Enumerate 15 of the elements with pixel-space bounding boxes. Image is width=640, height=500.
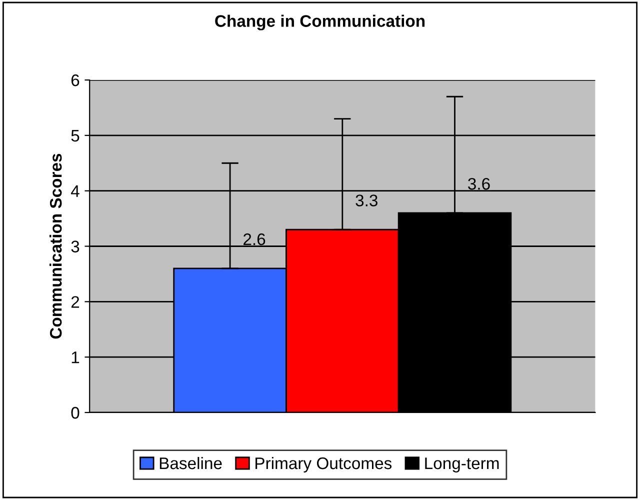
y-tick-label: 1	[72, 352, 80, 364]
data-label: 2.6	[244, 233, 266, 246]
data-label: 3.3	[356, 194, 378, 206]
y-tick-label: 6	[71, 74, 80, 86]
y-tick-label: 3	[71, 240, 80, 252]
y-tick-label: 4	[70, 185, 80, 197]
legend-label: Primary Outcomes	[256, 456, 392, 472]
data-label: 3.6	[468, 178, 490, 190]
chart-title: Change in Communication	[215, 14, 425, 30]
legend-label: Long-term	[425, 458, 499, 472]
legend-label: Baseline	[160, 456, 222, 470]
y-tick-label: 2	[71, 296, 80, 308]
y-tick-label: 5	[71, 130, 80, 142]
y-axis-title: Communication Scores	[50, 154, 62, 339]
y-tick-label: 0	[71, 406, 80, 419]
